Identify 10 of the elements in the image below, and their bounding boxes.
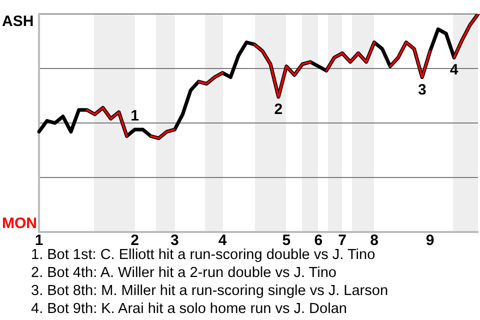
text: 4. Bot 9th: K. Arai hit a solo home run vs J. Dolan bbox=[31, 300, 348, 318]
annotation: 4 bbox=[450, 62, 459, 79]
text: MON bbox=[2, 215, 37, 232]
x-tick-label: 9 bbox=[426, 232, 434, 250]
text: 3. Bot 8th: M. Miller hit a run-scoring single vs J. Larson bbox=[31, 282, 388, 300]
text: 2. Bot 4th: A. Willer hit a 2-run double vs J. Tino bbox=[31, 264, 338, 282]
annotation: 1 bbox=[130, 108, 139, 125]
annotation: 3 bbox=[418, 81, 426, 98]
annotation: 2 bbox=[274, 100, 283, 118]
text: ASH bbox=[2, 13, 34, 30]
